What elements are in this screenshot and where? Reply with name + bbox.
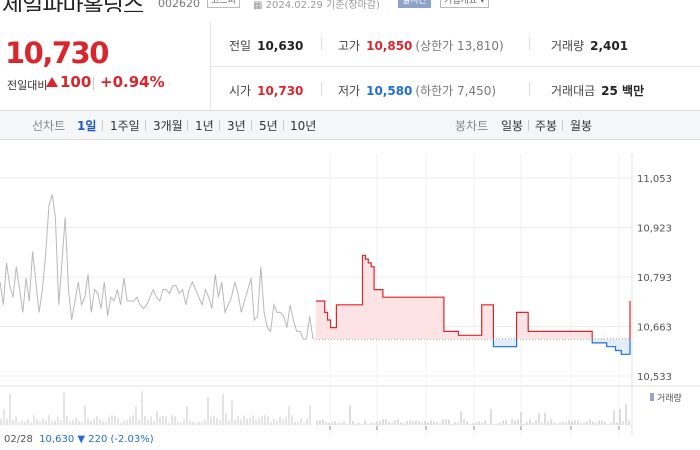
tab-5year[interactable]: 5년 bbox=[259, 119, 278, 133]
prev-day-series bbox=[0, 194, 314, 340]
tab-1year[interactable]: 1년 bbox=[195, 119, 214, 133]
quote-info-table: 전일 10,630 고가 10,850 (상한가 13,810) 거래량 2,401 시… bbox=[210, 22, 700, 110]
divider bbox=[187, 120, 188, 131]
prev-day-date: 02/28 bbox=[4, 434, 33, 445]
intraday-line-up bbox=[316, 254, 631, 340]
divider bbox=[145, 120, 146, 131]
divider bbox=[321, 82, 322, 95]
divider bbox=[562, 120, 563, 131]
y-tick-label: 10,663 bbox=[637, 323, 672, 334]
prev-day-change: ▼ 220 (-2.03%) bbox=[77, 434, 154, 445]
divider bbox=[283, 120, 284, 131]
price-chart: 11,053 10,923 10,793 10,663 10,533 거래량 02/29… bbox=[0, 154, 700, 436]
price-panel: 10,730 전일대비 100 +0.94% bbox=[0, 30, 210, 110]
trade-value-cell: 거래대금 25 백만 bbox=[551, 84, 645, 98]
calendar-icon: ▦ bbox=[253, 0, 263, 11]
market-badge: 코스피 bbox=[207, 0, 240, 8]
company-info-button[interactable]: 기업개요 ▾ bbox=[440, 0, 489, 8]
chart-period-tabs: 선차트 1일 1주일 3개월 1년 3년 5년 10년 봉차트 일봉 주봉 월봉 bbox=[0, 110, 700, 140]
divider bbox=[93, 77, 94, 90]
quote-row-2: 시가 10,730 저가 10,580 (하한가 7,450) 거래대금 25 백만 bbox=[211, 66, 700, 111]
prev-close-cell: 전일 10,630 bbox=[229, 39, 304, 53]
prev-day-close: 10,630 bbox=[39, 434, 75, 445]
y-tick-label: 10,533 bbox=[637, 372, 672, 383]
divider bbox=[529, 82, 530, 95]
volume-legend-label: 거래량 bbox=[657, 392, 682, 404]
open-cell: 시가 10,730 bbox=[229, 84, 304, 98]
line-chart-header: 선차트 bbox=[32, 119, 66, 133]
volume-legend-icon bbox=[650, 393, 654, 401]
tab-weekly-candle[interactable]: 주봉 bbox=[535, 119, 558, 133]
tab-10year[interactable]: 10년 bbox=[290, 119, 317, 133]
prev-day-line bbox=[0, 194, 314, 340]
x-axis: 02/2910:0011:0012:0013:0014:0015:00 bbox=[329, 426, 620, 430]
volume-pane: 거래량 bbox=[0, 391, 682, 425]
tab-daily-candle[interactable]: 일봉 bbox=[501, 119, 524, 133]
high-cell: 고가 10,850 (상한가 13,810) bbox=[338, 39, 504, 53]
divider bbox=[529, 37, 530, 50]
quote-row-1: 전일 10,630 고가 10,850 (상한가 13,810) 거래량 2,401 bbox=[211, 22, 700, 66]
change-amount: 100 bbox=[46, 73, 91, 91]
volume-cell: 거래량 2,401 bbox=[551, 39, 629, 53]
intraday-area-up bbox=[316, 255, 630, 340]
intraday-series bbox=[316, 254, 631, 355]
up-triangle-icon bbox=[46, 77, 58, 87]
y-tick-label: 10,923 bbox=[637, 224, 672, 235]
change-label: 전일대비 bbox=[7, 79, 48, 92]
current-price: 10,730 bbox=[5, 36, 109, 70]
tab-monthly-candle[interactable]: 월봉 bbox=[570, 119, 593, 133]
low-cell: 저가 10,580 (하한가 7,450) bbox=[338, 84, 497, 98]
divider bbox=[102, 120, 103, 131]
tab-1day[interactable]: 1일 bbox=[77, 119, 97, 133]
y-tick-label: 10,793 bbox=[637, 273, 672, 284]
change-percent: +0.94% bbox=[100, 73, 165, 91]
y-tick-label: 11,053 bbox=[637, 174, 672, 185]
candle-chart-header: 봉차트 bbox=[455, 119, 489, 133]
chart-grid bbox=[0, 154, 700, 436]
divider bbox=[321, 37, 322, 50]
divider bbox=[251, 120, 252, 131]
tab-3year[interactable]: 3년 bbox=[227, 119, 246, 133]
stock-header: 제일파마홀딩스 002620 코스피 ▦ 2024.02.29 기준(장마감) … bbox=[0, 0, 700, 12]
prev-day-info: 02/28 10,630 ▼ 220 (-2.03%) bbox=[4, 434, 154, 445]
tab-3month[interactable]: 3개월 bbox=[153, 119, 183, 133]
realtime-button[interactable]: 실시간 bbox=[398, 0, 431, 8]
divider bbox=[219, 120, 220, 131]
tab-1week[interactable]: 1주일 bbox=[110, 119, 140, 133]
stock-name: 제일파마홀딩스 bbox=[2, 0, 144, 12]
stock-code: 002620 bbox=[158, 0, 200, 10]
divider bbox=[528, 120, 529, 131]
date-text: ▦ 2024.02.29 기준(장마감) bbox=[253, 0, 380, 11]
y-axis: 11,053 10,923 10,793 10,663 10,533 bbox=[637, 174, 672, 383]
